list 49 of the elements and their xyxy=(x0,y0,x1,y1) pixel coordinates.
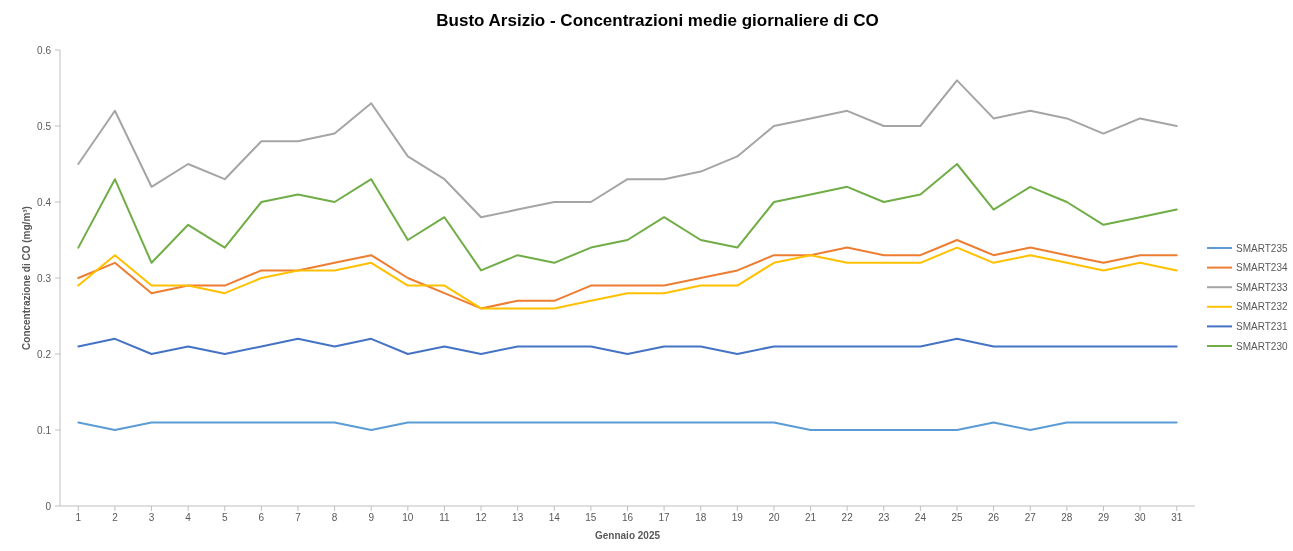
x-tick-label: 18 xyxy=(695,512,707,523)
x-tick-label: 4 xyxy=(185,512,192,523)
line-series xyxy=(77,163,1178,272)
x-tick-label: 22 xyxy=(841,512,854,523)
legend-label: SMART233 xyxy=(1236,281,1288,293)
x-tick-label: 30 xyxy=(1134,512,1147,523)
y-tick-label: 0.5 xyxy=(37,120,52,132)
x-tick-label: 11 xyxy=(439,512,451,523)
legend-label: SMART232 xyxy=(1236,301,1288,313)
y-tick-label: 0.6 xyxy=(37,44,52,56)
x-tick-label: 31 xyxy=(1171,512,1183,523)
x-tick-label: 3 xyxy=(148,512,155,523)
x-tick-label: 7 xyxy=(295,512,302,523)
y-tick-label: 0.1 xyxy=(37,424,52,436)
x-tick-label: 15 xyxy=(585,512,597,523)
y-axis-title: Concentrazione di CO (mg/m³) xyxy=(21,206,32,350)
x-tick-label: 20 xyxy=(768,512,780,523)
x-tick-label: 25 xyxy=(951,512,964,523)
y-tick-label: 0.3 xyxy=(37,272,52,284)
x-tick-label: 17 xyxy=(658,512,671,523)
x-tick-label: 9 xyxy=(368,512,375,523)
x-tick-label: 10 xyxy=(402,512,414,523)
x-tick-label: 27 xyxy=(1024,512,1037,523)
x-tick-label: 24 xyxy=(914,512,927,523)
x-tick-label: 28 xyxy=(1061,512,1073,523)
x-tick-label: 29 xyxy=(1097,512,1110,523)
chart-title: Busto Arsizio - Concentrazioni medie giornaliere di CO xyxy=(436,11,879,30)
y-tick-label: 0 xyxy=(45,500,52,512)
x-tick-label: 26 xyxy=(988,512,1000,523)
x-axis-title: Gennaio 2025 xyxy=(594,530,661,541)
x-tick-label: 8 xyxy=(331,512,338,523)
x-tick-label: 19 xyxy=(731,512,744,523)
legend-label: SMART234 xyxy=(1236,262,1288,274)
x-tick-label: 21 xyxy=(805,512,817,523)
x-tick-label: 13 xyxy=(512,512,524,523)
x-tick-label: 14 xyxy=(548,512,561,523)
x-tick-label: 5 xyxy=(221,512,228,523)
x-tick-label: 12 xyxy=(475,512,488,523)
legend-label: SMART231 xyxy=(1236,320,1288,332)
legend-label: SMART235 xyxy=(1236,242,1288,254)
line-series xyxy=(77,79,1178,219)
legend-label: SMART230 xyxy=(1236,340,1288,352)
x-tick-label: 6 xyxy=(258,512,265,523)
x-tick-label: 1 xyxy=(75,512,82,523)
y-tick-label: 0.2 xyxy=(37,348,52,360)
y-tick-label: 0.4 xyxy=(37,196,52,208)
x-tick-label: 23 xyxy=(878,512,890,523)
x-tick-label: 16 xyxy=(621,512,634,523)
x-tick-label: 2 xyxy=(112,512,119,523)
